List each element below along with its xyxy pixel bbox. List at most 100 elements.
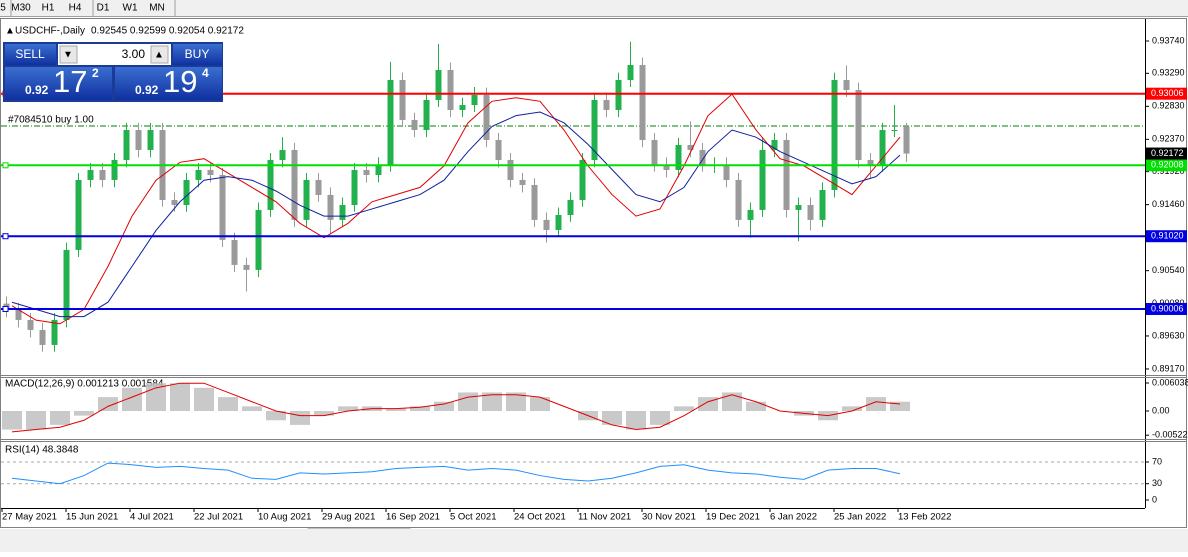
- timeframe-button[interactable]: MN: [149, 3, 165, 14]
- lots-value[interactable]: 3.00: [122, 47, 146, 61]
- macd-bar: [98, 397, 118, 412]
- candle-body: [303, 179, 310, 220]
- x-tick-label: 24 Oct 2021: [514, 512, 566, 523]
- candle-body: [147, 130, 154, 150]
- lots-up[interactable]: [150, 45, 169, 64]
- macd-bar: [602, 411, 622, 425]
- candle-body: [99, 169, 106, 180]
- x-tick-label: 29 Aug 2021: [322, 512, 375, 523]
- macd-bar: [74, 411, 94, 416]
- sell-price-box[interactable]: [5, 67, 112, 100]
- sell-price-sup: 2: [92, 66, 99, 80]
- candle-body: [423, 100, 430, 131]
- candle-body: [135, 130, 142, 150]
- order-label: #7084510 buy 1.00: [8, 115, 94, 126]
- y-tick-label: 0.92370: [1152, 134, 1185, 144]
- y-tick-label: 30: [1152, 478, 1162, 488]
- candle-body: [171, 199, 178, 205]
- macd-bar: [266, 411, 286, 421]
- candle-body: [903, 126, 910, 154]
- buy-price-main: 19: [163, 64, 197, 99]
- level-price-label: 0.93006: [1151, 88, 1184, 98]
- chart-symbol: USDCHF-,Daily: [15, 26, 85, 37]
- candle-body: [63, 249, 70, 320]
- collapse-icon[interactable]: ▲: [5, 26, 15, 37]
- rsi-line: [11, 462, 901, 485]
- candle-body: [687, 145, 694, 150]
- lots-input[interactable]: [58, 44, 171, 65]
- macd-bar: [26, 411, 46, 430]
- candle-body: [123, 130, 130, 160]
- macd-bar: [746, 401, 766, 412]
- timeframe-button[interactable]: H1: [42, 3, 55, 14]
- level-price-box: [1146, 159, 1187, 172]
- timeframe-button[interactable]: 5: [0, 3, 6, 14]
- buy-button[interactable]: [173, 44, 222, 65]
- macd-signal: [11, 382, 901, 433]
- x-tick-label: 4 Jul 2021: [130, 512, 174, 523]
- lots-down[interactable]: [59, 45, 78, 64]
- candle-body: [663, 164, 670, 170]
- lots-up-icon[interactable]: ▲: [154, 50, 164, 61]
- candle-body: [459, 105, 466, 110]
- candle-body: [819, 189, 826, 220]
- timeframe-button[interactable]: M30: [11, 3, 31, 14]
- candle-body: [639, 64, 646, 140]
- buy-text[interactable]: BUY: [185, 47, 210, 61]
- macd-bar: [242, 406, 262, 412]
- candle-body: [279, 149, 286, 160]
- macd-bar: [626, 411, 646, 430]
- level-handle[interactable]: [2, 162, 9, 169]
- buy-price-box[interactable]: [115, 67, 222, 100]
- candle-body: [471, 94, 478, 106]
- macd-bar: [458, 392, 478, 412]
- sell-button[interactable]: [5, 44, 56, 65]
- candle-body: [891, 130, 898, 132]
- macd-bar: [290, 411, 310, 425]
- macd-bar: [674, 406, 694, 412]
- macd-bar: [194, 387, 214, 412]
- trade-panel: SELL ▼ ▲ 3.00 BUY 0.92 17 2 0.92 19 4: [3, 42, 223, 102]
- candle-body: [507, 159, 514, 180]
- candle-body: [219, 174, 226, 240]
- candle-body: [735, 179, 742, 220]
- candle-body: [363, 169, 370, 175]
- y-tick-label: 0.00: [1152, 405, 1170, 415]
- timeframe-button[interactable]: H4: [69, 3, 82, 14]
- macd-bar: [650, 411, 670, 425]
- candle-body: [843, 79, 850, 91]
- candle-body: [183, 179, 190, 205]
- candle-body: [867, 159, 874, 165]
- macd-bar: [866, 397, 886, 412]
- y-tick-label: 0.92830: [1152, 101, 1185, 111]
- candle-body: [39, 329, 46, 345]
- candle-body: [567, 199, 574, 215]
- candle-body: [195, 169, 202, 180]
- candle-body: [627, 64, 634, 80]
- candle-body: [399, 79, 406, 120]
- level-handle[interactable]: [2, 233, 9, 240]
- macd-bar: [410, 406, 430, 412]
- candle-body: [483, 94, 490, 140]
- candle-body: [675, 145, 682, 170]
- x-tick-label: 10 Aug 2021: [258, 512, 311, 523]
- x-tick-label: 5 Oct 2021: [450, 512, 496, 523]
- timeframe-button[interactable]: D1: [97, 3, 110, 14]
- candle-body: [411, 119, 418, 131]
- macd-bar: [122, 387, 142, 412]
- toolbar: [0, 0, 1188, 16]
- macd-bar: [722, 392, 742, 412]
- macd-bar: [842, 406, 862, 412]
- candle-body: [747, 209, 754, 220]
- x-tick-label: 15 Jun 2021: [66, 512, 118, 523]
- x-tick-label: 11 Nov 2021: [578, 512, 631, 523]
- candle-body: [495, 139, 502, 160]
- candle-body: [339, 204, 346, 220]
- timeframe-button[interactable]: W1: [123, 3, 138, 14]
- level-handle[interactable]: [2, 305, 9, 312]
- macd-bar: [2, 411, 22, 430]
- rsi-label: RSI(14) 48.3848: [5, 445, 79, 456]
- lots-down-icon[interactable]: ▼: [63, 50, 73, 61]
- sell-text[interactable]: SELL: [15, 47, 45, 61]
